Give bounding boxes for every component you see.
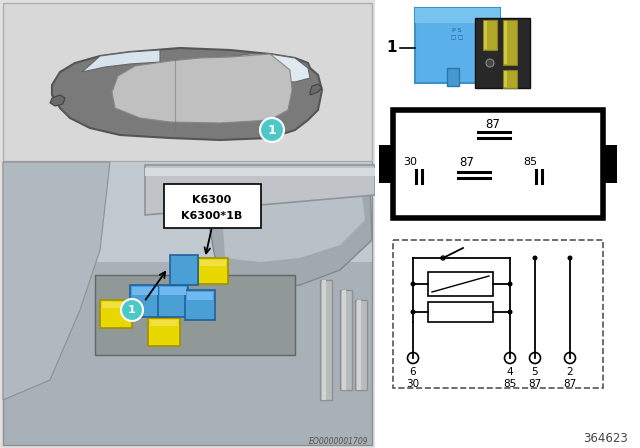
- Polygon shape: [50, 95, 65, 106]
- Text: 87: 87: [460, 155, 474, 168]
- Text: 6: 6: [410, 367, 416, 377]
- Polygon shape: [220, 180, 365, 262]
- Bar: [503, 70, 517, 88]
- Bar: [483, 20, 497, 50]
- Bar: [475, 18, 530, 88]
- Text: □ □: □ □: [451, 35, 463, 40]
- Bar: [379, 145, 393, 183]
- Bar: [102, 302, 130, 308]
- Circle shape: [529, 353, 541, 363]
- Bar: [187, 292, 213, 300]
- Bar: [428, 272, 493, 296]
- FancyBboxPatch shape: [164, 184, 261, 228]
- Circle shape: [410, 281, 415, 287]
- Bar: [428, 302, 493, 322]
- Bar: [393, 110, 603, 218]
- Bar: [150, 320, 178, 326]
- Bar: [0, 0, 375, 448]
- Text: 4: 4: [507, 367, 513, 377]
- Bar: [342, 290, 346, 390]
- Bar: [603, 145, 617, 183]
- Bar: [185, 290, 215, 320]
- Circle shape: [260, 118, 284, 142]
- Circle shape: [121, 299, 143, 321]
- Polygon shape: [52, 48, 322, 140]
- Bar: [322, 280, 326, 400]
- Circle shape: [568, 255, 573, 260]
- Bar: [3, 162, 372, 445]
- Text: K6300*1B: K6300*1B: [181, 211, 243, 221]
- Bar: [320, 280, 332, 400]
- Bar: [355, 300, 367, 390]
- Bar: [145, 168, 375, 176]
- Bar: [3, 162, 372, 262]
- Text: K6300: K6300: [193, 195, 232, 205]
- Circle shape: [508, 281, 513, 287]
- Bar: [393, 240, 603, 388]
- Text: 87: 87: [486, 119, 500, 132]
- Bar: [375, 0, 640, 448]
- Circle shape: [486, 59, 494, 67]
- Text: 5: 5: [532, 367, 538, 377]
- Bar: [415, 8, 500, 83]
- Bar: [504, 21, 507, 64]
- Polygon shape: [112, 54, 292, 123]
- Text: 85: 85: [523, 157, 537, 167]
- Circle shape: [532, 255, 538, 260]
- Bar: [3, 3, 372, 161]
- Bar: [357, 300, 361, 390]
- Polygon shape: [230, 54, 310, 82]
- Polygon shape: [415, 8, 500, 23]
- Circle shape: [408, 353, 419, 363]
- Text: P S: P S: [452, 27, 461, 33]
- Polygon shape: [145, 165, 375, 215]
- Bar: [160, 287, 186, 295]
- Circle shape: [504, 353, 515, 363]
- Bar: [132, 287, 158, 295]
- Bar: [95, 275, 295, 355]
- Polygon shape: [3, 162, 110, 400]
- Bar: [148, 318, 180, 346]
- Circle shape: [508, 310, 513, 314]
- Text: 30: 30: [406, 379, 420, 389]
- Polygon shape: [82, 50, 160, 72]
- Bar: [200, 260, 226, 266]
- Bar: [484, 21, 487, 49]
- Bar: [170, 255, 198, 285]
- Text: 364623: 364623: [583, 431, 628, 444]
- Circle shape: [410, 310, 415, 314]
- Bar: [158, 285, 188, 317]
- Text: 87: 87: [563, 379, 577, 389]
- Bar: [100, 300, 132, 328]
- Bar: [504, 71, 507, 87]
- Text: 1: 1: [268, 124, 276, 137]
- Text: 1: 1: [128, 305, 136, 315]
- Circle shape: [564, 353, 575, 363]
- Bar: [340, 290, 352, 390]
- Text: 2: 2: [566, 367, 573, 377]
- Bar: [503, 20, 517, 65]
- Polygon shape: [310, 84, 322, 95]
- Polygon shape: [200, 175, 372, 290]
- Text: 87: 87: [529, 379, 541, 389]
- Text: 30: 30: [403, 157, 417, 167]
- Text: 1: 1: [387, 40, 397, 56]
- Bar: [130, 285, 160, 317]
- Text: 85: 85: [504, 379, 516, 389]
- Bar: [198, 258, 228, 284]
- Text: EO0000001709: EO0000001709: [308, 438, 368, 447]
- Bar: [447, 68, 459, 86]
